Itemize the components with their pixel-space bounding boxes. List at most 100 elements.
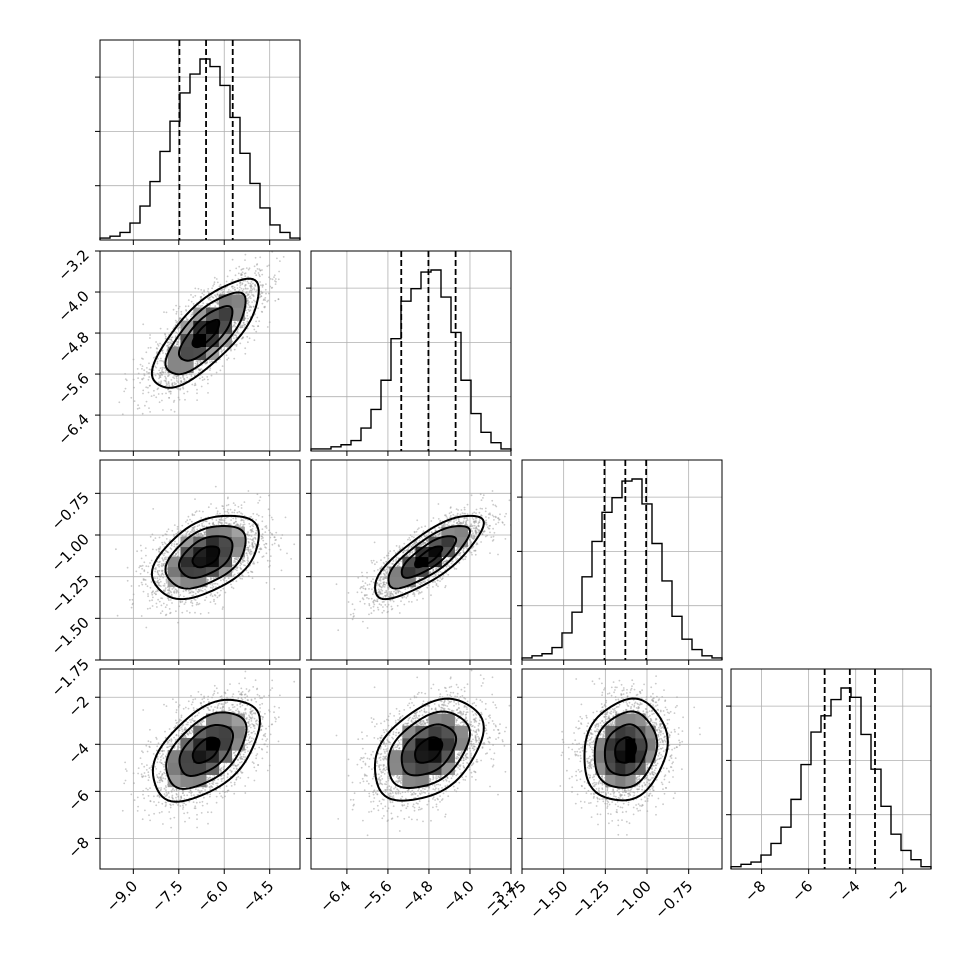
scatter-point-3-0 — [163, 750, 166, 752]
scatter-point-1-0 — [200, 385, 203, 388]
scatter-point-2-0 — [241, 574, 243, 576]
scatter-point-1-0 — [244, 323, 246, 326]
scatter-point-1-0 — [213, 283, 216, 286]
scatter-point-2-1 — [499, 513, 501, 516]
scatter-point-2-0 — [151, 605, 154, 607]
density-cell-1-0 — [193, 320, 207, 334]
scatter-point-2-0 — [159, 546, 162, 548]
scatter-point-2-0 — [214, 603, 217, 605]
scatter-point-3-0 — [203, 796, 205, 799]
scatter-point-2-1 — [395, 558, 397, 561]
scatter-point-2-1 — [473, 522, 476, 524]
scatter-point-1-0 — [148, 407, 150, 409]
scatter-point-3-0 — [233, 781, 236, 784]
scatter-point-2-1 — [446, 523, 449, 526]
scatter-point-2-0 — [199, 612, 202, 615]
scatter-point-1-0 — [191, 311, 194, 314]
scatter-point-2-0 — [173, 545, 176, 548]
scatter-point-3-0 — [266, 745, 269, 748]
scatter-point-3-0 — [240, 692, 243, 694]
scatter-point-2-1 — [407, 593, 409, 596]
scatter-point-2-0 — [144, 579, 147, 581]
scatter-point-2-0 — [156, 590, 159, 592]
scatter-point-2-0 — [233, 573, 236, 576]
scatter-point-1-0 — [237, 320, 239, 323]
scatter-point-1-0 — [167, 388, 169, 391]
scatter-point-3-0 — [219, 707, 222, 709]
scatter-point-2-0 — [184, 601, 187, 604]
scatter-point-3-0 — [220, 780, 223, 782]
scatter-point-2-1 — [380, 582, 382, 585]
scatter-point-2-1 — [474, 517, 477, 519]
scatter-point-1-0 — [179, 336, 181, 339]
scatter-point-3-0 — [216, 784, 219, 787]
scatter-point-2-0 — [191, 594, 194, 597]
scatter-point-3-0 — [263, 695, 265, 697]
scatter-point-3-0 — [252, 712, 255, 715]
scatter-point-2-0 — [271, 518, 274, 521]
scatter-point-3-0 — [202, 787, 204, 790]
scatter-point-1-0 — [155, 341, 158, 343]
scatter-point-1-0 — [186, 390, 189, 393]
scatter-point-1-0 — [252, 295, 255, 298]
scatter-point-2-0 — [186, 519, 189, 522]
scatter-point-1-0 — [145, 400, 148, 403]
scatter-point-3-0 — [207, 698, 209, 701]
scatter-point-2-0 — [167, 528, 170, 531]
scatter-point-1-0 — [149, 337, 151, 339]
scatter-point-1-0 — [246, 280, 249, 283]
scatter-point-2-1 — [406, 595, 409, 598]
scatter-point-2-1 — [395, 591, 397, 594]
scatter-point-1-0 — [208, 297, 211, 299]
scatter-point-2-1 — [384, 576, 387, 579]
scatter-point-1-0 — [175, 310, 178, 313]
scatter-point-1-0 — [265, 283, 267, 285]
scatter-point-2-0 — [262, 537, 264, 539]
scatter-point-1-0 — [257, 272, 260, 274]
scatter-point-2-1 — [463, 512, 465, 515]
scatter-point-2-0 — [181, 534, 184, 537]
scatter-point-1-0 — [219, 369, 222, 372]
scatter-point-2-0 — [223, 579, 225, 582]
scatter-point-2-1 — [455, 519, 457, 521]
scatter-point-2-1 — [475, 527, 478, 530]
scatter-point-2-0 — [268, 514, 271, 517]
scatter-point-2-1 — [411, 552, 414, 554]
scatter-point-2-1 — [385, 568, 388, 571]
scatter-point-2-0 — [171, 529, 174, 532]
scatter-point-2-0 — [154, 577, 156, 580]
scatter-point-2-1 — [429, 571, 432, 573]
scatter-point-3-0 — [244, 751, 247, 754]
scatter-point-1-0 — [260, 284, 262, 287]
scatter-point-3-0 — [155, 804, 158, 807]
scatter-point-2-0 — [221, 519, 224, 521]
scatter-point-2-1 — [457, 509, 459, 511]
scatter-point-2-0 — [247, 490, 250, 492]
scatter-point-3-0 — [159, 749, 162, 752]
scatter-point-1-0 — [180, 313, 183, 316]
scatter-point-2-1 — [427, 584, 430, 586]
scatter-point-2-1 — [475, 531, 477, 533]
scatter-point-2-1 — [386, 584, 389, 586]
scatter-point-1-0 — [160, 380, 163, 383]
scatter-point-1-0 — [240, 337, 243, 340]
scatter-point-2-1 — [482, 494, 485, 497]
scatter-point-3-0 — [236, 704, 239, 706]
ytick-label-1-1: −5.6 — [54, 369, 92, 407]
scatter-point-2-1 — [454, 515, 456, 518]
scatter-point-2-0 — [149, 607, 152, 610]
scatter-point-3-0 — [175, 722, 178, 724]
scatter-point-2-1 — [401, 596, 404, 599]
scatter-point-1-0 — [148, 368, 151, 371]
scatter-point-3-0 — [147, 779, 150, 782]
scatter-point-2-1 — [424, 542, 426, 545]
scatter-point-2-1 — [439, 519, 442, 522]
density-cell-1-0 — [218, 307, 233, 321]
scatter-point-1-0 — [258, 320, 261, 323]
scatter-point-2-1 — [470, 528, 473, 530]
scatter-point-2-0 — [259, 496, 262, 498]
scatter-point-2-0 — [170, 544, 173, 547]
scatter-point-2-0 — [250, 515, 252, 518]
scatter-point-1-0 — [137, 377, 140, 379]
scatter-point-2-0 — [190, 599, 193, 602]
